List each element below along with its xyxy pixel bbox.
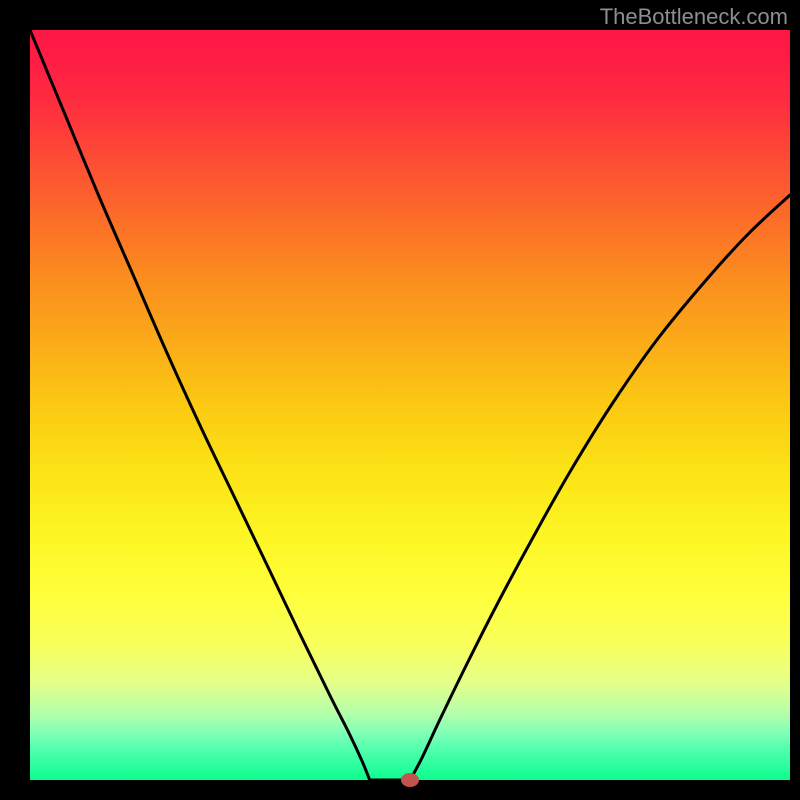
watermark-label: TheBottleneck.com (600, 4, 788, 30)
bottleneck-chart (0, 0, 800, 800)
chart-container: TheBottleneck.com (0, 0, 800, 800)
optimum-marker (401, 773, 419, 787)
plot-background (30, 30, 790, 780)
